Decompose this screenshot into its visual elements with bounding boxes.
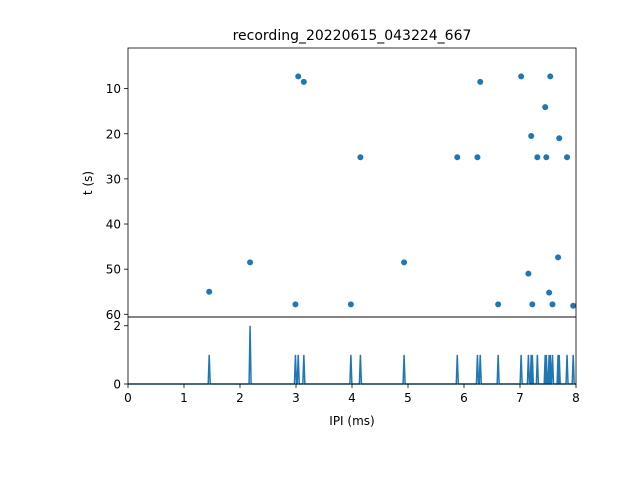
data-point: [543, 154, 550, 161]
data-point: [357, 154, 364, 161]
ipi-series-line: [128, 325, 576, 385]
data-point: [495, 301, 502, 308]
y-axis-label: t (s): [81, 171, 95, 195]
data-point: [247, 259, 254, 266]
data-point: [454, 154, 461, 161]
x-tick-label: 4: [348, 391, 356, 405]
data-point: [295, 73, 302, 80]
data-point: [549, 301, 556, 308]
data-point: [555, 254, 562, 261]
y-tick-label: 60: [106, 308, 121, 322]
data-point: [547, 73, 554, 80]
data-point: [477, 78, 484, 85]
data-point: [564, 154, 571, 161]
chart-title: recording_20220615_043224_667: [233, 28, 472, 44]
top-plot: 10 20 30 40 50 60: [106, 47, 577, 322]
x-tick-label: 1: [180, 391, 188, 405]
data-point: [529, 301, 536, 308]
data-point: [534, 154, 541, 161]
x-tick-label: 3: [292, 391, 300, 405]
top-axes-frame: [127, 47, 577, 318]
data-point: [347, 301, 354, 308]
data-point: [401, 259, 408, 266]
data-point: [546, 289, 553, 296]
y-tick-label: 10: [106, 82, 121, 96]
x-tick-label: 0: [124, 391, 132, 405]
y-tick-label: 50: [106, 263, 121, 277]
x-axis-label: IPI (ms): [329, 414, 374, 428]
x-tick-label: 2: [236, 391, 244, 405]
data-point: [525, 270, 532, 277]
data-point: [206, 288, 213, 295]
y-tick-label: 2: [113, 319, 121, 333]
bottom-plot: 0 2 0 1 2 3 4 5 6 7 8: [113, 316, 580, 405]
x-tick-label: 5: [404, 391, 412, 405]
data-point: [292, 301, 299, 308]
x-tick-label: 8: [572, 391, 580, 405]
bottom-axes-frame: [127, 316, 577, 385]
y-tick-label: 30: [106, 172, 121, 186]
data-point: [570, 302, 577, 309]
data-point: [542, 104, 549, 111]
y-tick-label: 20: [106, 127, 121, 141]
y-tick-label: 0: [113, 378, 121, 392]
data-point: [518, 73, 525, 80]
x-tick-label: 6: [460, 391, 468, 405]
data-point: [528, 133, 535, 140]
data-point: [474, 154, 481, 161]
data-point: [300, 78, 307, 85]
y-tick-label: 40: [106, 218, 121, 232]
x-tick-label: 7: [516, 391, 524, 405]
data-point: [556, 135, 563, 142]
